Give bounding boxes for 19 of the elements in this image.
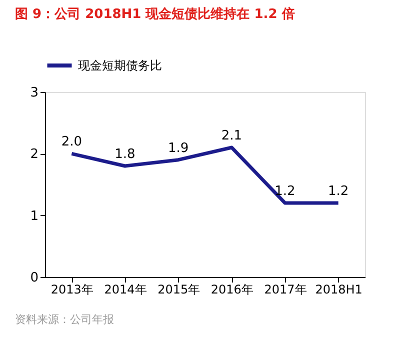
data-label: 1.2 xyxy=(274,184,296,199)
data-label: 2.0 xyxy=(61,134,82,150)
x-tick-label: 2014年 xyxy=(104,282,147,296)
x-tick-label: 2013年 xyxy=(50,282,94,296)
x-tick-label: 2016年 xyxy=(210,282,254,296)
chart-title: 图 9：公司 2018H1 现金短债比维持在 1.2 倍 xyxy=(15,6,295,22)
x-tick-label: 2015年 xyxy=(158,282,200,296)
x-tick-label: 2018H1 xyxy=(315,282,362,296)
data-label: 2.1 xyxy=(221,128,242,144)
data-label: 1.9 xyxy=(168,140,189,156)
x-tick-label: 2017年 xyxy=(264,282,307,296)
y-tick-label: 3 xyxy=(30,86,38,100)
data-label: 1.8 xyxy=(114,147,136,162)
y-tick-label: 1 xyxy=(30,208,38,224)
legend-label: 现金短期债务比 xyxy=(78,58,162,72)
data-label: 1.2 xyxy=(328,184,349,199)
y-tick-label: 0 xyxy=(30,270,38,286)
text: 资料来源：公司年报 xyxy=(15,313,114,326)
y-tick-label: 2 xyxy=(30,147,38,162)
